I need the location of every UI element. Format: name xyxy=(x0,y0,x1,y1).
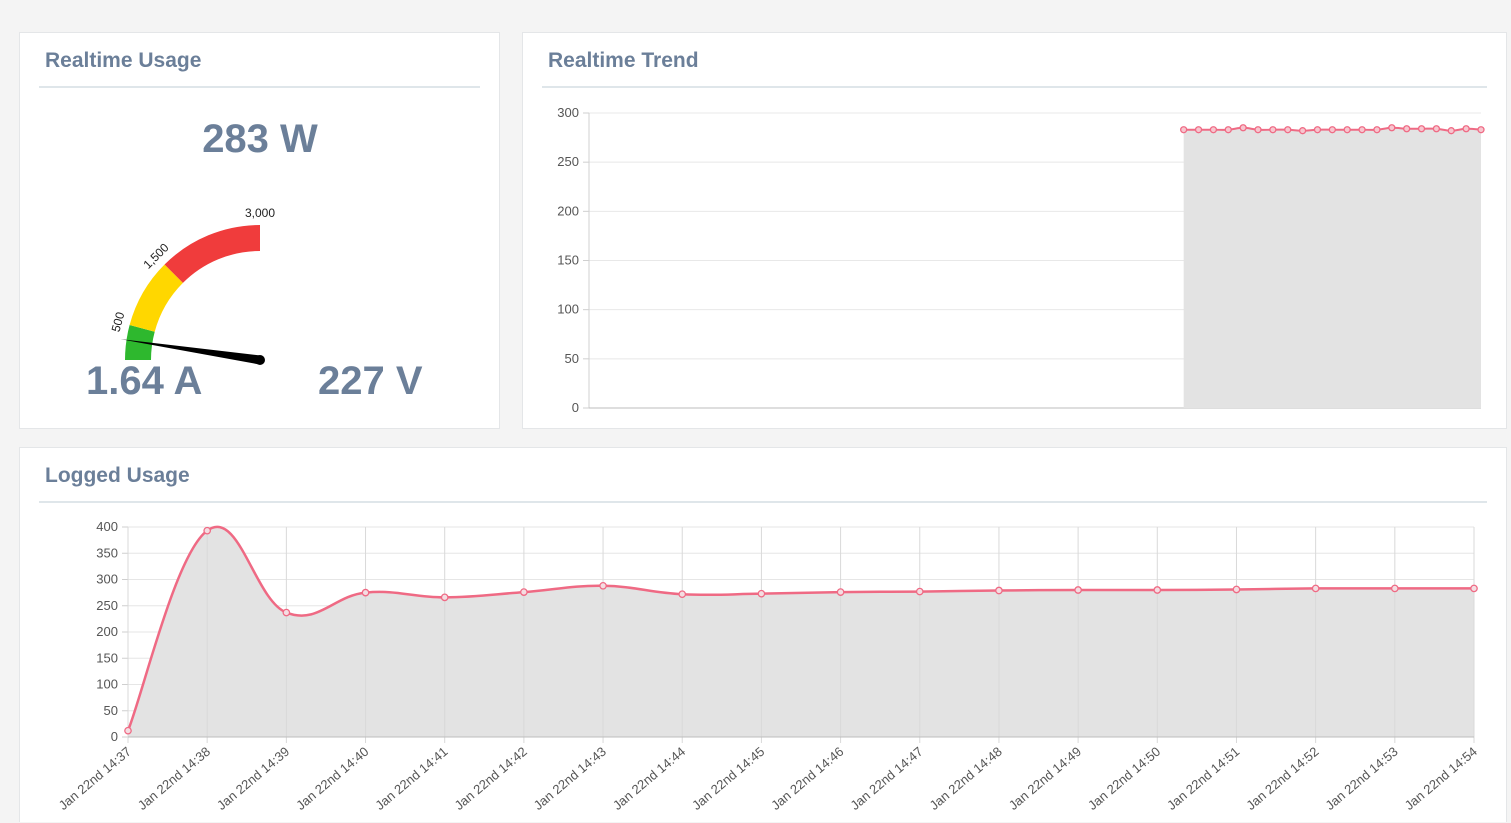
realtime-trend-panel: Realtime Trend 300 250 200 150 100 50 0 xyxy=(522,32,1507,429)
trend-y-tick-label: 250 xyxy=(557,154,579,169)
logged-usage-divider xyxy=(39,501,1487,503)
logged-point xyxy=(1311,584,1320,593)
logged-usage-panel: Logged Usage 400 350 300 250 200 150 100 50 0 Jan… xyxy=(19,447,1507,822)
logged-x-tick-label: Jan 22nd 14:51 xyxy=(1164,744,1242,813)
realtime-usage-title: Realtime Usage xyxy=(45,49,202,72)
trend-y-tick-label: 50 xyxy=(565,351,579,366)
realtime-usage-divider xyxy=(39,86,480,88)
trend-area xyxy=(1183,127,1481,408)
logged-point xyxy=(203,526,212,535)
logged-y-tick-label: 50 xyxy=(104,703,118,718)
logged-x-tick-label: Jan 22nd 14:44 xyxy=(610,744,688,813)
trend-point xyxy=(1358,126,1366,134)
logged-y-tick-label: 100 xyxy=(96,677,118,692)
trend-point xyxy=(1269,126,1277,134)
realtime-trend-title: Realtime Trend xyxy=(548,49,699,72)
logged-y-tick-label: 350 xyxy=(96,545,118,560)
logged-x-tick-label: Jan 22nd 14:45 xyxy=(689,744,767,813)
trend-point xyxy=(1432,125,1441,133)
logged-point xyxy=(1232,585,1241,594)
trend-point xyxy=(1477,126,1485,134)
logged-point xyxy=(678,590,687,599)
trend-point xyxy=(1254,126,1262,134)
logged-x-tick-label: Jan 22nd 14:49 xyxy=(1006,744,1084,813)
trend-point xyxy=(1313,126,1322,134)
trend-point xyxy=(1224,126,1232,134)
logged-usage-title: Logged Usage xyxy=(45,464,190,487)
logged-x-tick-label: Jan 22nd 14:39 xyxy=(214,744,292,813)
logged-y-tick-label: 400 xyxy=(96,519,118,534)
power-readout: 283 W xyxy=(202,117,318,161)
gauge-tick-label: 3,000 xyxy=(245,206,275,220)
logged-x-tick-label: Jan 22nd 14:38 xyxy=(135,744,213,813)
trend-y-tick-label: 300 xyxy=(557,105,579,120)
logged-point xyxy=(915,587,924,596)
trend-point xyxy=(1298,127,1307,135)
logged-point xyxy=(995,586,1003,595)
trend-point xyxy=(1194,126,1203,134)
logged-point xyxy=(836,588,845,596)
trend-point xyxy=(1343,126,1351,134)
trend-point xyxy=(1388,124,1396,132)
trend-point xyxy=(1209,126,1218,134)
logged-y-tick-label: 250 xyxy=(96,598,118,613)
logged-x-tick-label: Jan 22nd 14:42 xyxy=(452,744,530,813)
realtime-trend-chart: 300 250 200 150 100 50 0 xyxy=(557,105,1485,415)
logged-point xyxy=(124,726,132,735)
trend-point xyxy=(1462,125,1470,133)
logged-x-tick-label: Jan 22nd 14:47 xyxy=(847,744,925,813)
logged-x-tick-label: Jan 22nd 14:50 xyxy=(1085,744,1163,813)
trend-y-tick-label: 0 xyxy=(572,400,579,415)
current-readout: 1.64 A xyxy=(86,359,203,403)
logged-point xyxy=(1074,586,1082,594)
logged-point xyxy=(520,588,528,596)
logged-point xyxy=(599,581,607,590)
trend-point xyxy=(1373,126,1381,134)
logged-x-tick-label: Jan 22nd 14:46 xyxy=(768,744,846,813)
logged-x-tick-label: Jan 22nd 14:53 xyxy=(1322,744,1400,813)
trend-point xyxy=(1328,126,1336,134)
trend-y-tick-label: 150 xyxy=(557,253,579,268)
trend-point xyxy=(1417,125,1426,133)
logged-point xyxy=(757,589,766,598)
logged-x-tick-label: Jan 22nd 14:41 xyxy=(372,744,450,813)
logged-point xyxy=(440,593,449,602)
logged-x-tick-label: Jan 22nd 14:54 xyxy=(1402,744,1480,813)
logged-point xyxy=(1470,584,1478,593)
logged-x-tick-label: Jan 22nd 14:37 xyxy=(56,744,134,813)
logged-x-tick-label: Jan 22nd 14:43 xyxy=(531,744,609,813)
logged-point xyxy=(1153,586,1162,594)
logged-y-tick-label: 150 xyxy=(96,650,118,665)
logged-x-tick-label: Jan 22nd 14:48 xyxy=(927,744,1005,813)
logged-y-tick-label: 200 xyxy=(96,624,118,639)
gauge-needle xyxy=(120,339,261,365)
realtime-trend-divider xyxy=(542,86,1487,88)
voltage-readout: 227 V xyxy=(318,359,423,403)
trend-point xyxy=(1447,127,1455,135)
logged-point xyxy=(1390,584,1399,593)
gauge-band-1 xyxy=(129,264,183,332)
trend-y-tick-label: 100 xyxy=(557,302,579,317)
logged-y-tick-label: 300 xyxy=(96,572,118,587)
realtime-usage-panel: Realtime Usage 283 W 500 1,500 3,000 1.64 … xyxy=(19,32,500,429)
logged-point xyxy=(361,588,370,597)
logged-x-tick-label: Jan 22nd 14:52 xyxy=(1243,744,1321,813)
trend-point xyxy=(1403,125,1411,133)
logged-point xyxy=(282,608,291,617)
trend-point xyxy=(1180,126,1188,134)
logged-x-tick-label: Jan 22nd 14:40 xyxy=(293,744,371,813)
logged-area xyxy=(128,526,1474,737)
trend-point xyxy=(1239,124,1247,132)
trend-y-tick-label: 200 xyxy=(557,203,579,218)
gauge-tick-label: 500 xyxy=(109,310,128,333)
gauge-needle-hub xyxy=(255,355,265,365)
logged-y-tick-label: 0 xyxy=(111,729,118,744)
gauge-band-2 xyxy=(164,225,260,283)
trend-point xyxy=(1284,126,1292,134)
